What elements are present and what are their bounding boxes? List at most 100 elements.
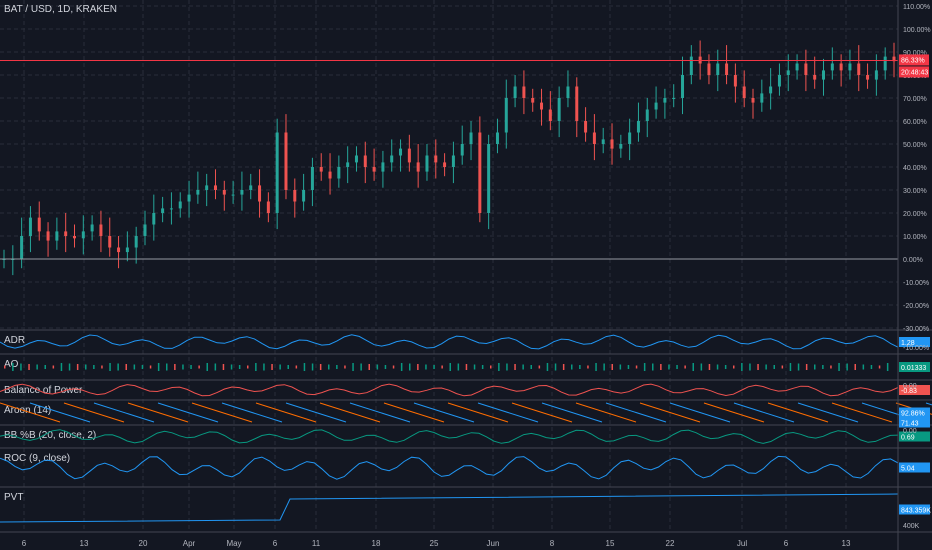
price-tag: 86.33% [901,57,925,64]
ao-bar [68,363,71,371]
ao-bar [28,364,30,370]
x-tick-label: 11 [312,539,321,548]
candle-body [610,139,614,149]
ao-bar [814,364,816,370]
candle-body [434,155,438,163]
ao-bar [303,363,306,371]
ao-bar [425,364,427,370]
ao-bar [319,364,322,370]
pane-title: PVT [4,492,23,503]
ao-bar [765,364,767,370]
pane-axis-label: 0.00 [903,383,917,390]
candle-body [381,162,385,172]
ao-bar [627,365,630,369]
candle-body [548,109,552,121]
value-tag-bg [899,504,930,515]
candle-body [134,236,138,248]
candle-body [822,70,826,80]
candle-body [72,236,76,239]
ao-bar [417,364,419,370]
pane-title: BB %B (20, close, 2) [4,430,96,441]
candle-body [81,231,85,239]
candle-body [689,56,693,75]
candle-body [628,132,632,144]
pvt-line [0,493,899,523]
ao-bar [311,363,314,371]
candle-body [319,167,323,172]
candle-body [117,247,121,253]
value-tag: 1.28 [901,340,915,347]
indicator-line [0,383,899,397]
ao-bar [222,364,225,370]
candle-body [892,56,896,62]
pane-axis-label: 400K [903,523,920,530]
value-tag: 0.69 [901,435,915,442]
candle-body [284,132,288,190]
candle-body [707,63,711,75]
ao-bar [870,365,873,369]
pane-axis-label: 0.00 [903,428,917,435]
candle-body [390,155,394,163]
value2-tag-bg [899,417,930,428]
candle-body [187,194,191,202]
y-tick-label: -20.00% [903,303,929,310]
candle-body [152,213,156,225]
candle-body [328,171,332,179]
candle-body [513,86,517,98]
value-tag-bg [899,462,930,473]
ao-bar [797,363,800,371]
ao-bar [862,364,865,370]
x-tick-label: 25 [430,539,439,548]
indicator-panes: ADR AO Balance of Power Aroon (14) BB %B (20… [0,329,932,523]
candle-body [99,224,103,236]
x-tick-label: 15 [606,539,615,548]
candle-body [645,109,649,121]
candle-body [28,217,32,236]
ao-bar [4,365,6,369]
candle-body [654,102,658,110]
ao-bar [773,365,775,369]
ao-bar [805,364,808,370]
candle-body [37,217,41,232]
y-tick-label: -30.00% [903,326,929,333]
candle-body [460,144,464,156]
x-tick-label: Jul [737,539,747,548]
candle-body [451,155,455,167]
value-tag-bg [899,337,930,347]
candle-body [178,201,182,209]
ao-bar [498,363,500,371]
symbol-title: BAT / USD, 1D, KRAKEN [4,4,117,15]
ao-bar [12,363,14,371]
pane-title: ROC (9, close) [4,453,70,464]
ao-bar [352,363,354,371]
x-tick-label: 6 [273,539,278,548]
candle-body [169,208,173,210]
ao-bar [465,364,468,370]
ao-bar [214,363,217,371]
ao-bar [174,364,176,370]
value-tag: -0.83 [901,388,917,395]
x-tick-label: 13 [842,539,851,548]
y-tick-label: 100.00% [903,27,931,34]
ao-bar [822,365,824,369]
indicator-line [0,455,899,480]
candle-body [249,185,253,190]
candle-body [777,75,781,87]
candle-body [55,231,59,241]
ao-bar [473,364,476,370]
ao-bar [247,365,249,369]
candle-body [786,70,790,75]
candle-body [205,185,209,190]
candle-body [716,63,720,75]
ao-bar [522,364,524,370]
candle-body [407,148,411,163]
indicator-line [0,429,899,444]
candle-body [522,86,526,98]
candle-body [839,63,843,71]
candle-body [663,98,667,103]
candle-body [425,155,429,172]
ao-bar [838,363,840,371]
ao-bar [133,364,136,370]
ao-bar [20,363,22,371]
